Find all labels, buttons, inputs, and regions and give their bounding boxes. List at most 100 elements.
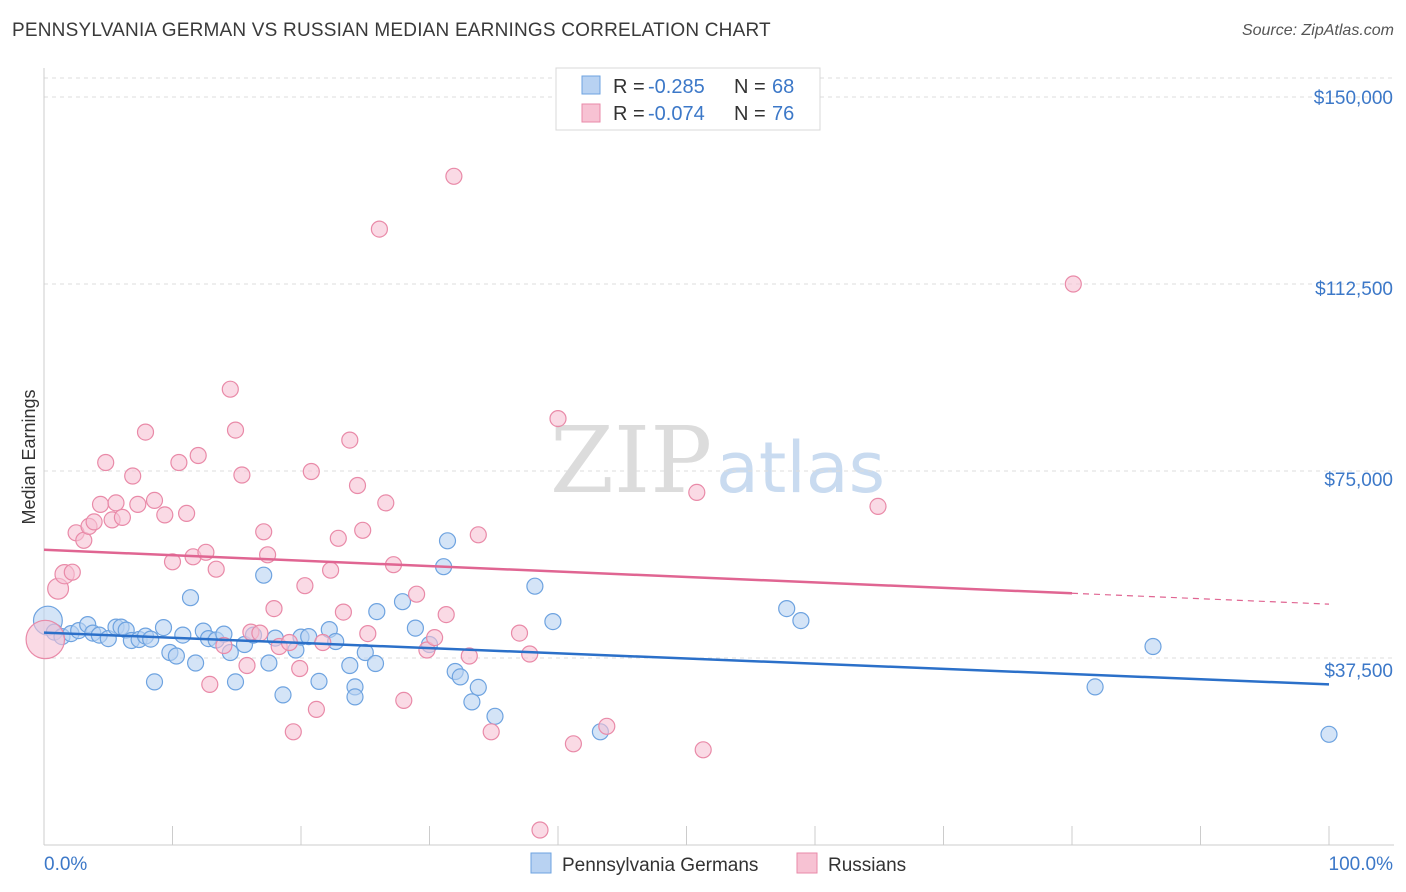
pennsylvania-german-point <box>438 532 457 550</box>
russian-point <box>598 717 616 735</box>
russian-point <box>302 462 320 481</box>
pennsylvania-german-point <box>1320 725 1338 743</box>
pennsylvania-german-point <box>463 693 481 711</box>
pennsylvania-german-point <box>142 630 160 648</box>
russian-point <box>694 741 712 759</box>
russian-point <box>549 410 567 428</box>
series-legend-label: Pennsylvania Germans <box>562 855 758 876</box>
russian-point <box>531 821 549 839</box>
russian-point <box>207 560 225 578</box>
russian-point <box>226 421 245 439</box>
pennsylvania-german-point <box>260 654 278 672</box>
pennsylvania-german-point <box>406 619 424 637</box>
pennsylvania-german-point <box>346 688 364 706</box>
russian-point <box>107 494 125 512</box>
russian-point <box>238 656 256 675</box>
russian-point <box>521 645 539 663</box>
russian-point <box>688 483 706 501</box>
russian-point <box>97 453 115 472</box>
russian-point <box>163 553 182 571</box>
russian-point <box>469 526 487 544</box>
stats-legend: R = -0.285 N = 68 R = -0.074 N = 76 <box>555 67 821 131</box>
russian-point <box>341 431 359 449</box>
legend-r-value: -0.285 <box>648 76 705 98</box>
russian-point <box>460 647 478 665</box>
russian-point <box>334 603 352 621</box>
russian-trend-line <box>43 548 1073 595</box>
russian-point <box>63 563 81 581</box>
russian-point <box>426 628 444 647</box>
y-tick-labels: $150,000 $112,500 $75,000 $37,500 <box>1314 88 1393 682</box>
russian-point <box>178 504 196 523</box>
gridlines <box>44 77 1394 659</box>
russian-point <box>322 561 340 579</box>
y-axis-label: Median Earnings <box>19 389 39 524</box>
russian-point <box>395 691 413 710</box>
pennsylvania-german-point <box>393 593 412 611</box>
russian-point <box>564 735 583 753</box>
russian-point <box>445 167 463 185</box>
russian-point <box>296 577 314 595</box>
legend-r-label: R = <box>613 76 645 98</box>
pennsylvania-german-point <box>469 678 487 697</box>
pennsylvania-german-point <box>310 672 328 691</box>
russian-point <box>408 585 426 603</box>
watermark-atlas: atlas <box>716 427 885 509</box>
pennsylvania-german-point <box>792 611 810 630</box>
pennsylvania-german-point <box>255 566 273 584</box>
pennsylvania-german-point <box>1086 678 1104 696</box>
russian-point <box>85 513 103 531</box>
russian-point <box>377 494 395 512</box>
russian-point <box>255 523 273 541</box>
pennsylvania-german-point <box>274 686 292 704</box>
russian-point <box>869 497 887 515</box>
y-tick-label: $112,500 <box>1315 279 1393 300</box>
series-legend-swatch-blue <box>530 852 552 874</box>
russian-point <box>189 446 207 465</box>
pennsylvania-german-point <box>366 654 385 673</box>
pennsylvania-german-point <box>154 618 173 637</box>
pennsylvania-german-point <box>187 654 205 672</box>
russian-point <box>215 636 233 655</box>
pennsylvania-german-trend-line <box>43 631 1330 686</box>
legend-n-label: N = <box>734 76 766 98</box>
russian-point <box>329 529 347 547</box>
russian-trend-line-extension <box>1071 592 1330 605</box>
russian-point <box>307 700 325 719</box>
russian-point <box>510 624 529 642</box>
russian-point <box>265 599 283 618</box>
russian-point <box>91 495 110 513</box>
pennsylvania-german-point <box>226 673 245 691</box>
pennsylvania-german-point <box>486 707 504 725</box>
x-tick-label-max: 100.0% <box>1329 854 1394 875</box>
series-legend: Pennsylvania Germans Russians <box>530 852 906 876</box>
legend-n-label: N = <box>734 103 766 125</box>
watermark: ZIP atlas <box>550 407 885 514</box>
pennsylvania-german-point <box>145 673 164 691</box>
y-tick-label: $75,000 <box>1324 470 1393 491</box>
pennsylvania-german-point <box>167 647 185 665</box>
y-tick-label: $37,500 <box>1324 661 1393 682</box>
russian-point <box>1064 275 1082 293</box>
russian-point <box>482 723 500 741</box>
russian-point <box>359 624 377 643</box>
russian-point <box>145 491 164 509</box>
pennsylvania-german-point <box>778 599 796 618</box>
pennsylvania-german-point <box>526 577 544 595</box>
russian-point <box>156 506 174 524</box>
chart-title: PENNSYLVANIA GERMAN VS RUSSIAN MEDIAN EA… <box>12 20 771 41</box>
pennsylvania-german-point <box>368 602 386 621</box>
legend-swatch-blue <box>581 75 601 95</box>
russian-point <box>370 220 388 238</box>
pennsylvania-german-point <box>341 656 359 675</box>
legend-swatch-pink <box>581 103 601 123</box>
russian-point <box>354 521 372 539</box>
russian-point <box>25 619 66 660</box>
russian-point <box>437 605 455 624</box>
russian-point <box>348 476 367 495</box>
legend-n-value: 68 <box>772 76 794 98</box>
russian-point <box>136 423 155 441</box>
pennsylvania-german-point <box>174 626 192 644</box>
pennsylvania-german-point <box>544 612 562 631</box>
